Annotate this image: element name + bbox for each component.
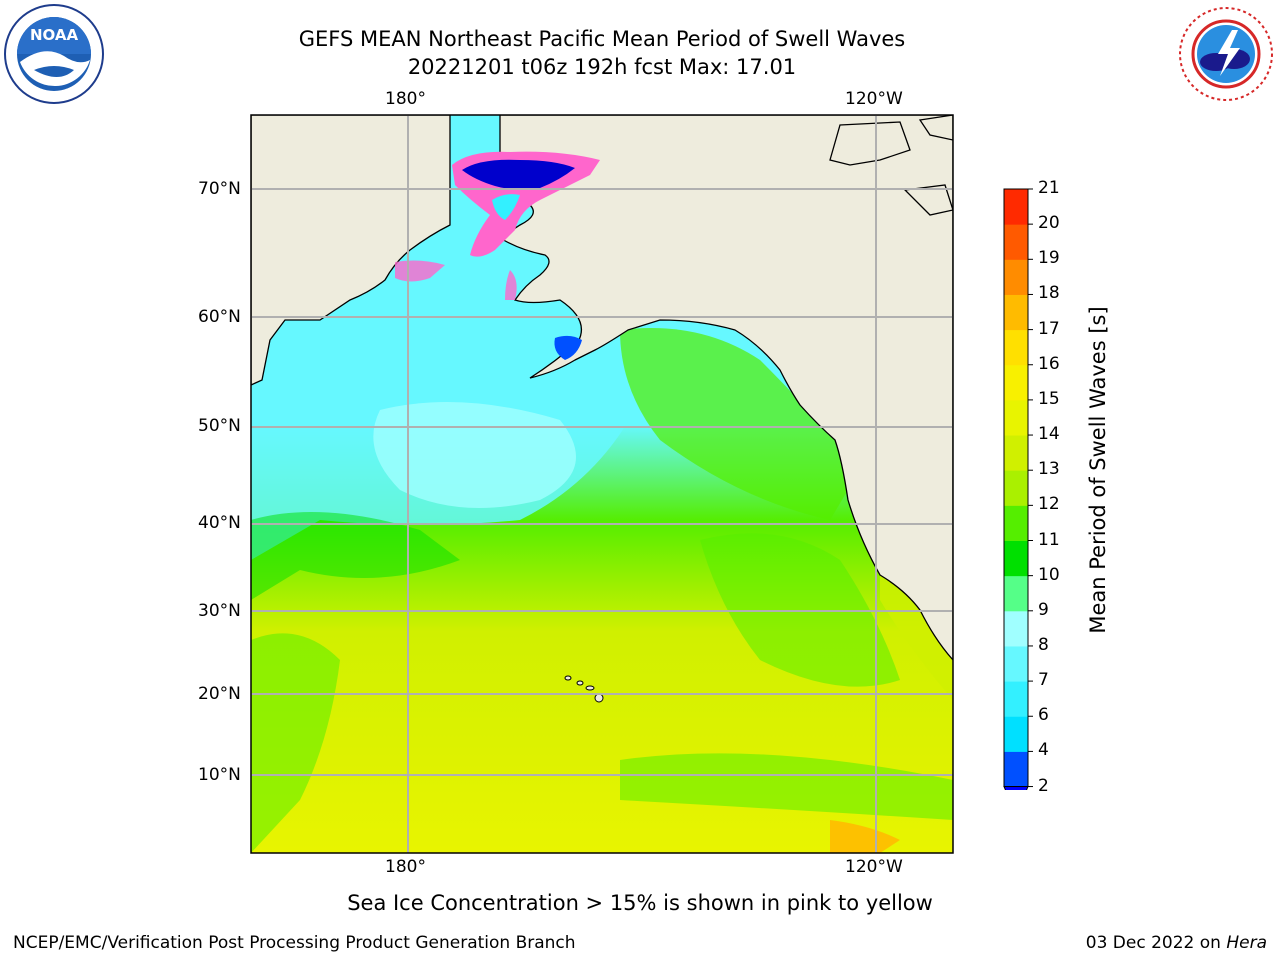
sea-ice-core <box>462 159 575 190</box>
colorbar-tick-label: 8 <box>1038 634 1049 655</box>
colorbar-segment <box>1004 751 1028 788</box>
lon-label-top-180: 180° <box>385 89 426 109</box>
colorbar-tick-label: 11 <box>1038 529 1060 550</box>
colorbar-segment <box>1004 294 1028 331</box>
colorbar-tick-label: 7 <box>1038 670 1049 691</box>
graticule <box>251 115 953 853</box>
colorbar-segment <box>1004 259 1028 295</box>
colorbar-tick-label: 18 <box>1038 283 1060 304</box>
lat-label-30n: 30°N <box>198 601 241 621</box>
colorbar-segment <box>1004 329 1028 366</box>
colorbar-segment <box>1004 716 1028 752</box>
colorbar-tick-label: 21 <box>1038 178 1060 198</box>
colorbar-frame <box>1003 188 1029 788</box>
colorbar-segment <box>1004 399 1028 436</box>
footer-date-text: 03 Dec 2022 on <box>1085 933 1227 953</box>
sea-ice-caption: Sea Ice Concentration > 15% is shown in … <box>347 891 933 915</box>
lat-label-60n: 60°N <box>198 307 241 327</box>
landmass <box>251 115 953 661</box>
colorbar-tick-label: 14 <box>1038 424 1060 445</box>
colorbar-tick-label: 10 <box>1038 564 1060 585</box>
nws-logo <box>1178 6 1274 102</box>
footer-credit: NCEP/EMC/Verification Post Processing Pr… <box>13 933 576 953</box>
colorbar-segment <box>1004 610 1028 647</box>
noaa-logo-text: NOAA <box>30 26 79 44</box>
colorbar-tick-label: 4 <box>1038 740 1049 761</box>
colorbar-tick-label: 12 <box>1038 494 1060 515</box>
hawaii <box>564 675 604 703</box>
colorbar-segment <box>1004 189 1028 225</box>
lat-label-50n: 50°N <box>198 416 241 436</box>
lon-label-bottom-180: 180° <box>385 857 426 877</box>
noaa-logo: NOAA <box>4 4 104 104</box>
colorbar-tick-label: 13 <box>1038 459 1060 480</box>
colorbar-segment <box>1004 364 1028 401</box>
colorbar <box>1003 188 1033 790</box>
chart-subtitle: 20221201 t06z 192h fcst Max: 17.01 <box>407 55 797 79</box>
colorbar-tick-label: 16 <box>1038 353 1060 374</box>
colorbar-segment <box>1004 645 1028 682</box>
lat-label-40n: 40°N <box>198 513 241 533</box>
colorbar-tick-label: 15 <box>1038 388 1060 409</box>
colorbar-label: Mean Period of Swell Waves [s] <box>1086 306 1110 634</box>
lat-label-70n: 70°N <box>198 179 241 199</box>
footer-date: 03 Dec 2022 on Hera <box>1086 933 1267 953</box>
colorbar-tick-label: 2 <box>1038 775 1049 796</box>
map-frame <box>250 114 954 854</box>
lon-label-top-120w: 120°W <box>845 89 903 109</box>
lon-label-bottom-120w: 120°W <box>845 857 903 877</box>
lat-label-10n: 10°N <box>198 765 241 785</box>
colorbar-segment <box>1004 681 1028 717</box>
colorbar-tick-label: 17 <box>1038 318 1060 339</box>
colorbar-segment <box>1004 224 1028 260</box>
colorbar-segment <box>1004 435 1028 471</box>
lat-label-20n: 20°N <box>198 684 241 704</box>
colorbar-tick-label: 9 <box>1038 599 1049 620</box>
colorbar-segment <box>1004 540 1028 577</box>
colorbar-segment <box>1004 470 1028 506</box>
colorbar-segment <box>1004 505 1028 541</box>
chart-title: GEFS MEAN Northeast Pacific Mean Period … <box>298 27 906 51</box>
colorbar-tick-label: 6 <box>1038 705 1049 726</box>
colorbar-tick-label: 19 <box>1038 248 1060 269</box>
colorbar-tick-label: 20 <box>1038 213 1060 234</box>
colorbar-segment <box>1004 575 1028 612</box>
footer-host: Hera <box>1226 933 1267 953</box>
colorbar-extend-arrow <box>1003 786 1029 790</box>
